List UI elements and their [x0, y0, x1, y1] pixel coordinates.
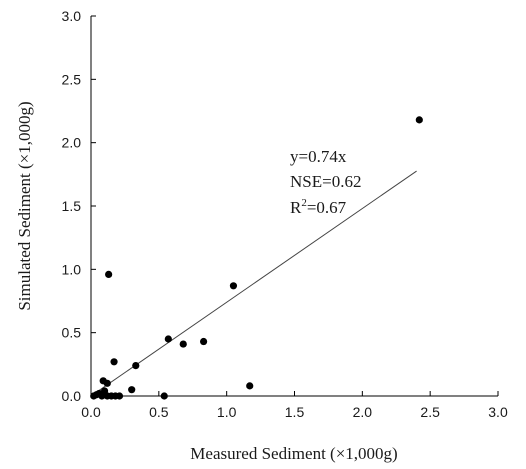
y-tick-label: 1.5	[62, 198, 82, 214]
y-tick-label: 2.5	[62, 71, 82, 87]
data-point	[246, 382, 254, 390]
r2-prefix: R	[290, 198, 302, 217]
data-point	[110, 358, 118, 366]
data-point	[132, 362, 140, 370]
trendline	[90, 170, 417, 397]
data-point	[103, 379, 111, 387]
x-tick-label: 3.0	[488, 404, 508, 420]
data-point	[415, 116, 423, 124]
x-tick-label: 2.0	[353, 404, 373, 420]
x-tick-label: 1.0	[217, 404, 237, 420]
data-point	[115, 392, 124, 400]
x-tick-label: 0.5	[149, 404, 169, 420]
equation-label: y=0.74x	[290, 147, 347, 166]
y-tick-label: 2.0	[62, 135, 82, 151]
data-point	[200, 337, 208, 346]
x-axis-title: Measured Sediment (×1,000g)	[190, 444, 397, 463]
data-point	[105, 270, 113, 278]
y-tick-label: 1.0	[62, 261, 82, 277]
ticks: 0.0 0.5 1.0 1.5 2.0 2.5 3.0 0.0 0.5 1.0 1.5 2.0 2.5 3…	[62, 8, 508, 420]
r2-superscript: 2	[301, 197, 307, 209]
trendline-group	[90, 170, 417, 397]
data-points	[90, 116, 423, 400]
data-point	[164, 335, 172, 343]
y-tick-label: 0.5	[62, 325, 82, 341]
y-tick-label: 3.0	[62, 8, 82, 24]
r2-label: R2=0.67	[290, 197, 347, 217]
y-tick-label: 0.0	[62, 388, 82, 404]
y-axis-title: Simulated Sediment (×1,000g)	[15, 101, 34, 310]
x-tick-label: 2.5	[420, 404, 440, 420]
data-point	[160, 392, 168, 400]
data-point	[128, 386, 136, 394]
data-point	[229, 282, 238, 290]
x-tick-label: 0.0	[81, 404, 101, 420]
data-point	[179, 340, 187, 348]
r2-value: =0.67	[307, 198, 347, 217]
fit-annotation: y=0.74x NSE=0.62 R2=0.67	[290, 147, 361, 217]
nse-label: NSE=0.62	[290, 172, 361, 191]
x-tick-label: 1.5	[285, 404, 305, 420]
